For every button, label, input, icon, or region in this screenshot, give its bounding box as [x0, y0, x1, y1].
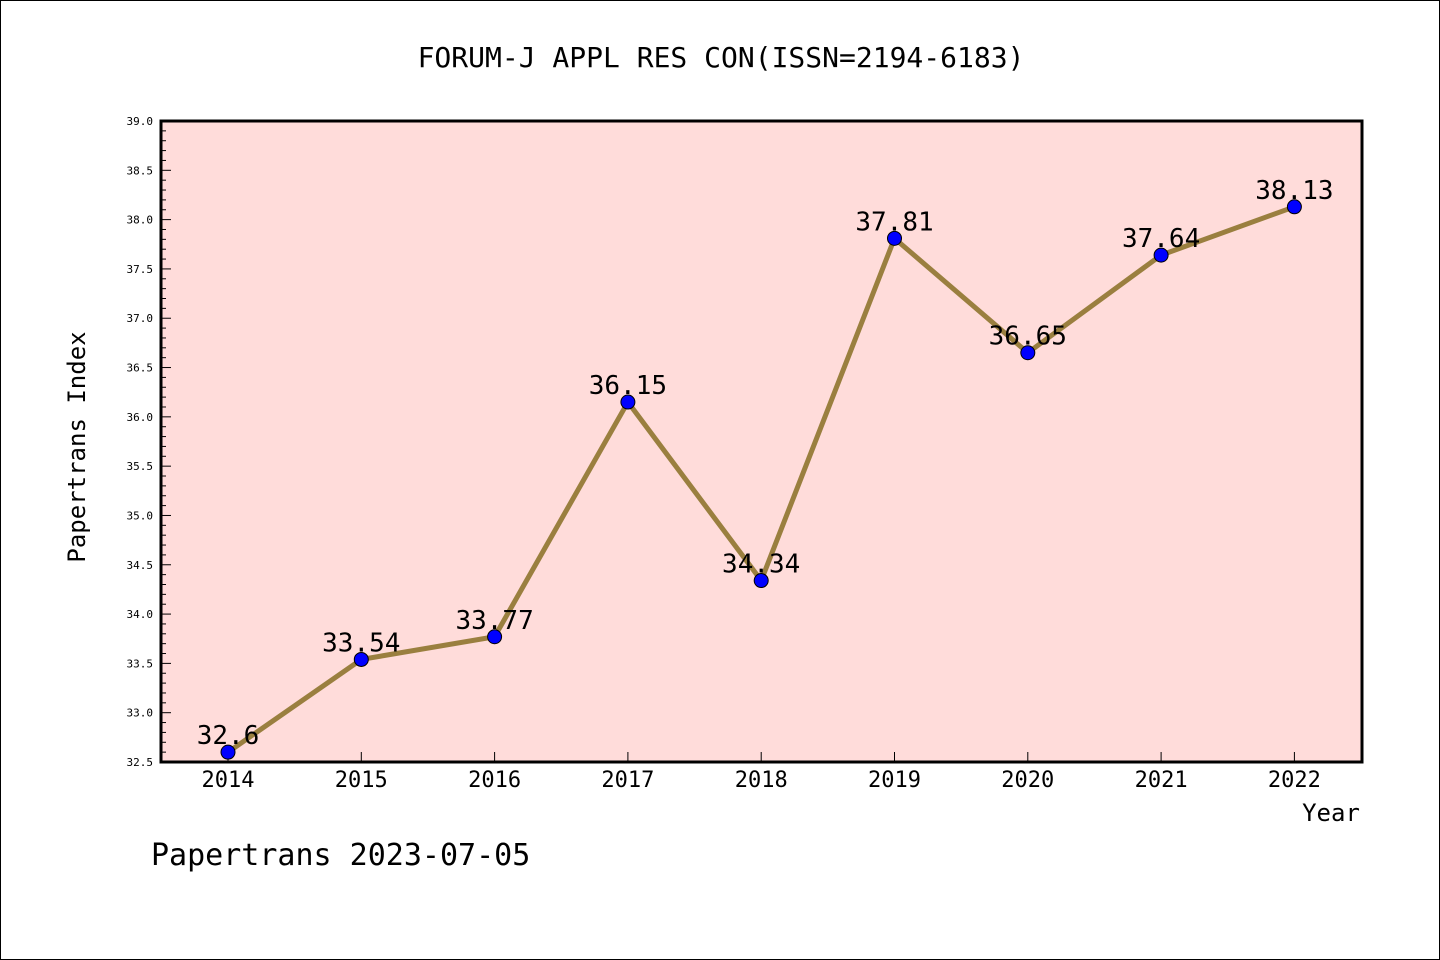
x-tick-label: 2019: [868, 768, 921, 793]
chart-title: FORUM-J APPL RES CON(ISSN=2194-6183): [418, 41, 1025, 74]
x-axis: 2014 2015 2016 2017 2018 2019 2020 2021 2022: [202, 752, 1321, 793]
y-tick-label: 33.0: [127, 707, 154, 720]
y-tick-label: 39.0: [127, 115, 154, 128]
plot-area: [161, 121, 1362, 762]
y-tick-label: 35.0: [127, 509, 154, 522]
x-tick-label: 2022: [1268, 768, 1321, 793]
x-tick-label: 2018: [735, 768, 788, 793]
data-point: [753, 573, 769, 589]
y-tick-label: 34.5: [127, 559, 154, 572]
footer-text: Papertrans 2023-07-05: [151, 838, 530, 873]
data-point: [220, 744, 236, 760]
data-point: [887, 230, 902, 246]
y-tick-label: 36.5: [127, 362, 154, 375]
y-tick-label: 33.5: [127, 657, 154, 670]
series: 32.633.5433.7736.1534.3437.8136.6537.643…: [197, 176, 1334, 760]
data-point: [1020, 345, 1036, 361]
data-point: [487, 629, 503, 645]
y-tick-label: 38.0: [127, 214, 154, 227]
x-tick-label: 2017: [601, 768, 654, 793]
x-tick-label: 2015: [335, 768, 388, 793]
x-axis-title: Year: [1302, 799, 1360, 827]
y-tick-label: 35.5: [127, 460, 154, 473]
data-point: [1153, 247, 1169, 263]
x-tick-label: 2016: [468, 768, 521, 793]
data-point: [1286, 199, 1302, 215]
y-axis: 32.5 33.0 33.5 34.0 34.5 35.0 35.5 36.0 36.5 37.0…: [127, 115, 171, 769]
y-tick-label: 37.5: [127, 263, 154, 276]
y-tick-label: 36.0: [127, 411, 154, 424]
data-point: [353, 651, 369, 667]
y-tick-label: 38.5: [127, 164, 154, 177]
x-tick-label: 2014: [202, 768, 255, 793]
y-tick-label: 34.0: [127, 608, 154, 621]
x-tick-label: 2021: [1135, 768, 1188, 793]
plot-border: [159, 119, 1364, 764]
data-point: [620, 394, 636, 410]
y-axis-title: Papertrans Index: [63, 331, 91, 562]
y-tick-label: 37.0: [127, 312, 154, 325]
x-tick-label: 2020: [1001, 768, 1054, 793]
y-tick-label: 32.5: [127, 756, 154, 769]
